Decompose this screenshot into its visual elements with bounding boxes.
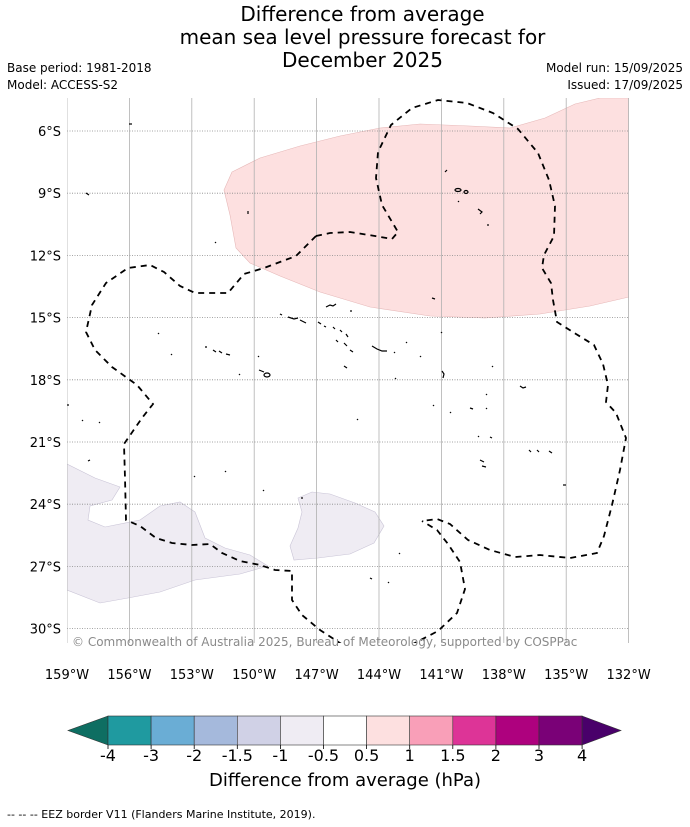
lon-label: 141°W	[419, 668, 463, 683]
lat-label: 15°S	[30, 312, 61, 327]
eez-border-north	[315, 99, 627, 559]
model-run: Model run: 15/09/2025	[545, 61, 683, 75]
colorbar-tick-label: 1.5	[440, 746, 465, 765]
map-panel	[67, 98, 629, 643]
colorbar-tick-label: -0.5	[308, 746, 339, 765]
colorbar-title: Difference from average (hPa)	[208, 770, 482, 791]
colorbar-segment	[323, 715, 367, 746]
colorbar-tick-label: -4	[100, 746, 116, 765]
lat-label: 18°S	[30, 374, 61, 389]
colorbar-segment	[193, 715, 238, 746]
lat-label: 24°S	[30, 498, 61, 513]
colorbar-segment	[150, 715, 195, 746]
lon-label: 138°W	[482, 668, 526, 683]
colorbar-segment	[495, 715, 540, 746]
colorbar-tick-label: -1.5	[222, 746, 253, 765]
colorbar-tick-label: -1	[272, 746, 288, 765]
eez-border-west	[85, 235, 466, 643]
colorbar-tick-label: 3	[534, 746, 544, 765]
lat-label: 21°S	[30, 436, 61, 451]
colorbar-segment	[409, 715, 454, 746]
negative-anomaly-area-central	[289, 491, 385, 561]
colorbar: -4 -3 -2 -1.5 -1 -0.5 0.5 1 1.5 2 3 4	[67, 715, 622, 765]
title-line-2: mean sea level pressure forecast for	[179, 25, 546, 49]
model-name: Model: ACCESS-S2	[7, 78, 119, 92]
islands	[67, 123, 566, 584]
colorbar-segment	[452, 715, 497, 746]
colorbar-tick-label: 0.5	[354, 746, 379, 765]
lat-label: 9°S	[38, 187, 61, 202]
lon-label: 147°W	[295, 668, 339, 683]
colorbar-segment	[237, 715, 281, 746]
colorbar-segment	[107, 715, 152, 746]
lat-label: 27°S	[30, 560, 61, 575]
lat-label: 6°S	[38, 125, 61, 140]
colorbar-tick-label: 4	[577, 746, 587, 765]
lon-label: 150°W	[232, 668, 276, 683]
eez-legend-note: -- -- -- EEZ border V11 (Flanders Marine…	[7, 808, 316, 821]
colorbar-extend-low	[67, 715, 109, 746]
colorbar-extend-high	[581, 715, 622, 746]
lon-label: 132°W	[607, 668, 651, 683]
lon-label: 144°W	[357, 668, 401, 683]
lat-label: 12°S	[30, 249, 61, 264]
longitude-labels: 159°W 156°W 153°W 150°W 147°W 144°W 141°W 138°W…	[45, 668, 651, 683]
copyright-notice: © Commonwealth of Australia 2025, Bureau…	[72, 635, 577, 649]
base-period: Base period: 1981-2018	[7, 61, 152, 75]
colorbar-segment	[366, 715, 411, 746]
colorbar-tick-label: 1	[405, 746, 415, 765]
lon-label: 159°W	[45, 668, 89, 683]
negative-anomaly-area-west	[67, 463, 269, 604]
colorbar-segment	[280, 715, 324, 746]
colorbar-segment	[538, 715, 583, 746]
lat-label: 30°S	[30, 623, 61, 638]
gridlines	[67, 98, 629, 643]
latitude-labels: 6°S 9°S 12°S 15°S 18°S 21°S 24°S 27°S 30°S	[30, 125, 61, 638]
lon-label: 135°W	[544, 668, 588, 683]
issued-date: Issued: 17/09/2025	[567, 78, 683, 92]
lon-label: 156°W	[107, 668, 151, 683]
colorbar-tick-label: -3	[143, 746, 159, 765]
colorbar-tick-label: 2	[491, 746, 501, 765]
title-line-1: Difference from average	[240, 2, 485, 26]
lon-label: 153°W	[170, 668, 214, 683]
title-line-3: December 2025	[282, 48, 443, 72]
positive-anomaly-area	[223, 98, 629, 319]
colorbar-tick-label: -2	[186, 746, 202, 765]
